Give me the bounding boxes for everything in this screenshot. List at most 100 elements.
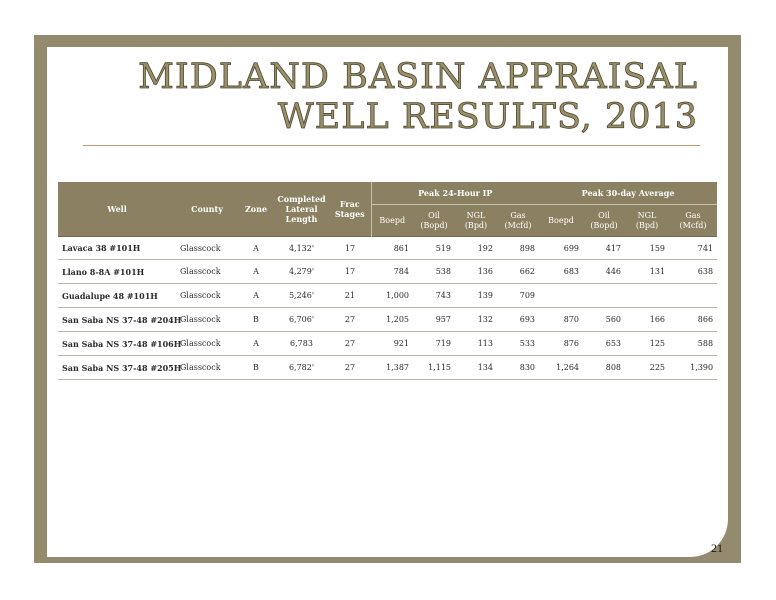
col-header-gas-24h: Gas (Mcfd) [497, 204, 540, 237]
cell-gas-24h: 533 [497, 331, 540, 356]
cell-oil-24h: 538 [413, 259, 455, 284]
cell-boepd-30d: 1,264 [539, 355, 584, 380]
well-results-table: Well County Zone Completed Lateral Length … [58, 182, 718, 380]
cell-ngl-24h: 136 [455, 259, 497, 284]
cell-county: Glasscock [176, 307, 238, 332]
table-row: Llano 8-8A #101H Glasscock A 4,279' 17 7… [58, 259, 718, 284]
table-row: Guadalupe 48 #101H Glasscock A 5,246' 21… [58, 283, 718, 308]
col-header-boepd-30d: Boepd [539, 204, 584, 237]
cell-zone: A [238, 331, 274, 356]
title-line-1: MIDLAND BASIN APPRAISAL [138, 57, 698, 98]
cell-ngl-30d: 159 [625, 236, 670, 260]
cell-frac-stages: 27 [329, 331, 371, 356]
cell-ngl-24h: 192 [455, 236, 497, 260]
cell-county: Glasscock [176, 259, 238, 284]
cell-lateral-length: 6,783 [274, 331, 329, 356]
cell-oil-24h: 1,115 [413, 355, 455, 380]
cell-ngl-30d [625, 283, 670, 308]
cell-gas-24h: 693 [497, 307, 540, 332]
cell-oil-24h: 957 [413, 307, 455, 332]
table-row: Lavaca 38 #101H Glasscock A 4,132' 17 86… [58, 236, 718, 260]
col-header-zone: Zone [238, 182, 274, 237]
cell-ngl-24h: 113 [455, 331, 497, 356]
cell-boepd-30d: 699 [539, 236, 584, 260]
cell-gas-24h: 830 [497, 355, 540, 380]
cell-gas-30d: 741 [669, 236, 718, 260]
cell-ngl-30d: 225 [625, 355, 670, 380]
cell-oil-30d [583, 283, 626, 308]
cell-boepd-24h: 861 [371, 236, 413, 260]
cell-oil-30d: 417 [583, 236, 626, 260]
table-row: San Saba NS 37-48 #205H Glasscock B 6,78… [58, 355, 718, 380]
cell-boepd-24h: 1,000 [371, 283, 413, 308]
cell-boepd-30d: 870 [539, 307, 584, 332]
col-header-frac-stages: Frac Stages [329, 182, 371, 237]
col-header-lateral-length: Completed Lateral Length [274, 182, 329, 237]
cell-gas-30d [669, 283, 718, 308]
cell-gas-30d: 866 [669, 307, 718, 332]
cell-boepd-24h: 1,387 [371, 355, 413, 380]
cell-gas-24h: 898 [497, 236, 540, 260]
table-header: Well County Zone Completed Lateral Length … [58, 182, 718, 237]
cell-lateral-length: 4,132' [274, 236, 329, 260]
cell-zone: A [238, 236, 274, 260]
cell-lateral-length: 6,706' [274, 307, 329, 332]
table-body: Lavaca 38 #101H Glasscock A 4,132' 17 86… [58, 236, 718, 380]
cell-oil-24h: 519 [413, 236, 455, 260]
cell-boepd-24h: 1,205 [371, 307, 413, 332]
cell-county: Glasscock [176, 355, 238, 380]
cell-gas-24h: 709 [497, 283, 540, 308]
cell-oil-24h: 743 [413, 283, 455, 308]
cell-lateral-length: 6,782' [274, 355, 329, 380]
col-header-gas-30d: Gas (Mcfd) [669, 204, 718, 237]
cell-gas-30d: 638 [669, 259, 718, 284]
cell-boepd-24h: 784 [371, 259, 413, 284]
cell-gas-24h: 662 [497, 259, 540, 284]
cell-gas-30d: 1,390 [669, 355, 718, 380]
cell-ngl-24h: 132 [455, 307, 497, 332]
col-header-ngl-24h: NGL (Bpd) [455, 204, 497, 237]
cell-frac-stages: 21 [329, 283, 371, 308]
cell-ngl-30d: 131 [625, 259, 670, 284]
col-header-oil-24h: Oil (Bopd) [413, 204, 455, 237]
cell-lateral-length: 5,246' [274, 283, 329, 308]
col-header-well: Well [58, 182, 176, 237]
cell-frac-stages: 17 [329, 236, 371, 260]
col-header-boepd-24h: Boepd [370, 204, 413, 237]
cell-lateral-length: 4,279' [274, 259, 329, 284]
cell-ngl-24h: 139 [455, 283, 497, 308]
cell-county: Glasscock [176, 236, 238, 260]
cell-boepd-24h: 921 [371, 331, 413, 356]
page-number: 21 [711, 541, 723, 555]
cell-zone: A [238, 283, 274, 308]
cell-ngl-30d: 166 [625, 307, 670, 332]
cell-oil-30d: 808 [583, 355, 626, 380]
slide-title: MIDLAND BASIN APPRAISAL WELL RESULTS, 20… [138, 57, 698, 138]
cell-zone: B [238, 355, 274, 380]
col-header-county: County [176, 182, 238, 237]
title-line-2: WELL RESULTS, 2013 [277, 97, 698, 138]
cell-well: San Saba NS 37-48 #205H [58, 355, 181, 380]
cell-county: Glasscock [176, 331, 238, 356]
table-row: San Saba NS 37-48 #204H Glasscock B 6,70… [58, 307, 718, 332]
cell-gas-30d: 588 [669, 331, 718, 356]
cell-frac-stages: 17 [329, 259, 371, 284]
cell-zone: A [238, 259, 274, 284]
cell-ngl-24h: 134 [455, 355, 497, 380]
table-row: San Saba NS 37-48 #106H Glasscock A 6,78… [58, 331, 718, 356]
cell-boepd-30d: 876 [539, 331, 584, 356]
cell-county: Glasscock [176, 283, 238, 308]
cell-boepd-30d: 683 [539, 259, 584, 284]
cell-well: San Saba NS 37-48 #106H [58, 331, 181, 356]
cell-zone: B [238, 307, 274, 332]
cell-ngl-30d: 125 [625, 331, 670, 356]
cell-oil-30d: 653 [583, 331, 626, 356]
cell-well: Llano 8-8A #101H [58, 259, 176, 284]
col-header-oil-30d: Oil (Bopd) [583, 204, 626, 237]
col-header-ngl-30d: NGL (Bpd) [625, 204, 670, 237]
cell-frac-stages: 27 [329, 355, 371, 380]
cell-well: San Saba NS 37-48 #204H [58, 307, 181, 332]
cell-frac-stages: 27 [329, 307, 371, 332]
cell-oil-24h: 719 [413, 331, 455, 356]
cell-boepd-30d [539, 283, 584, 308]
